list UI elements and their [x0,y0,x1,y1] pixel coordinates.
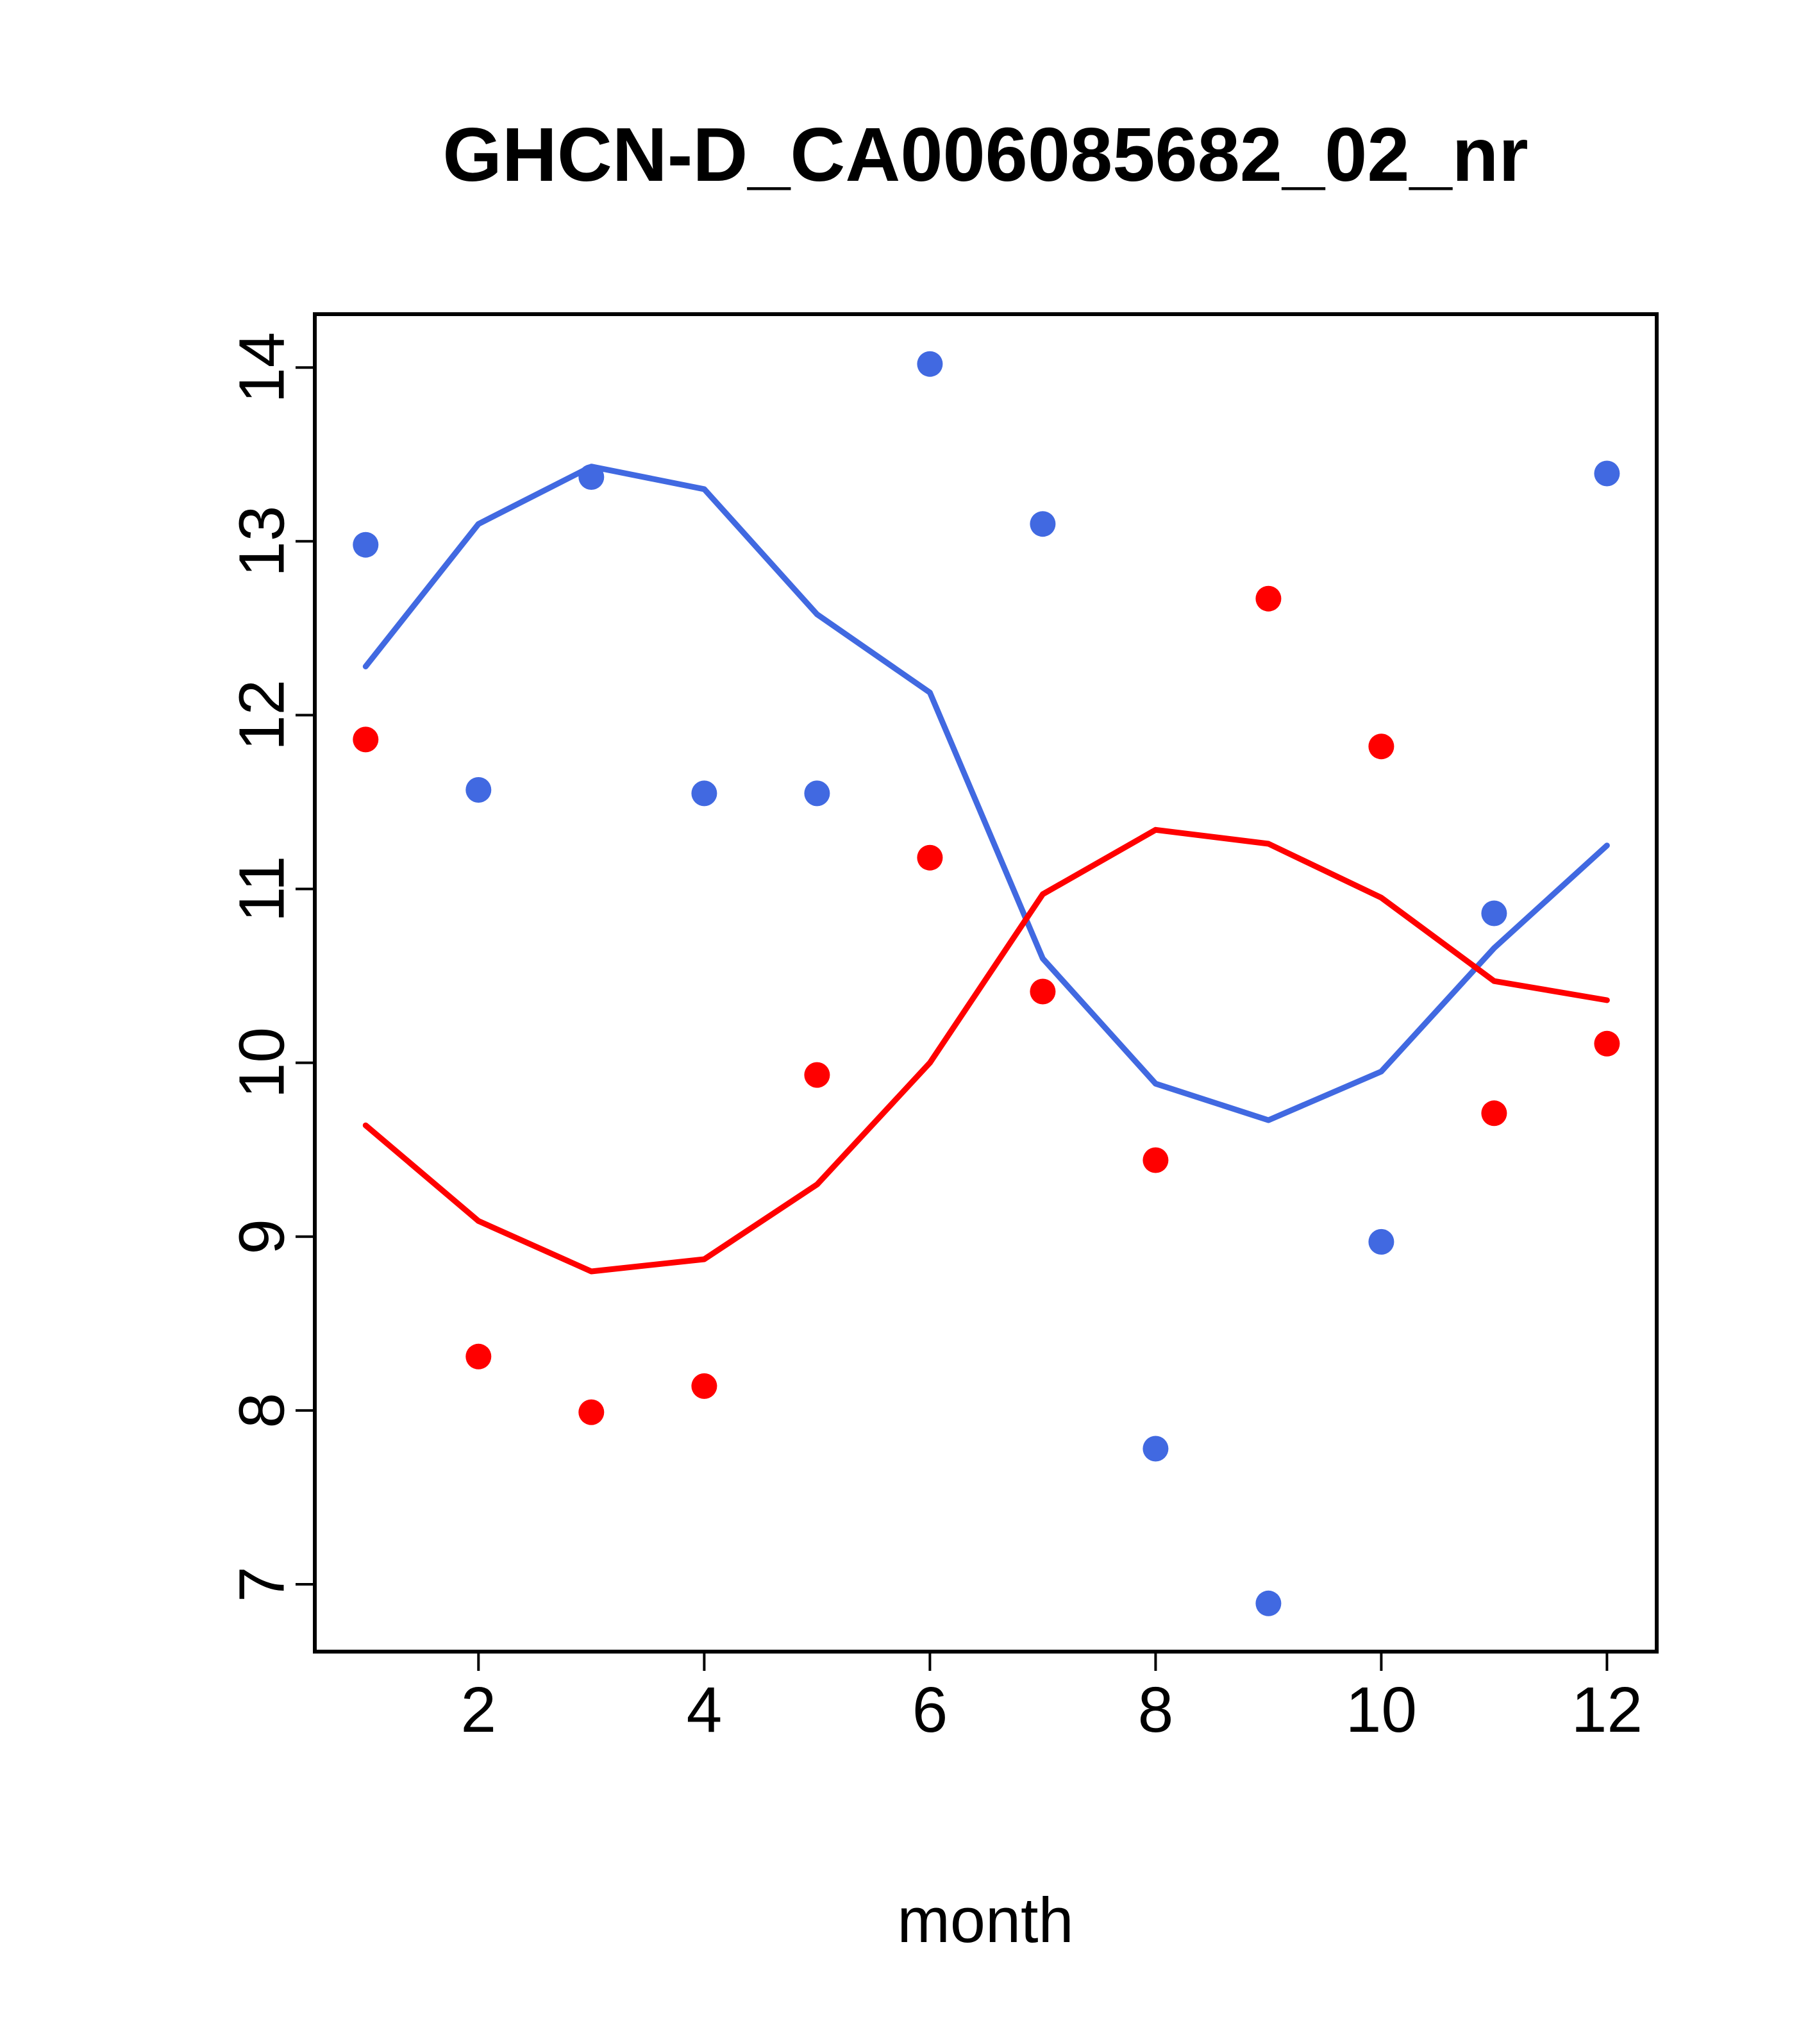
svg-text:8: 8 [226,1393,297,1428]
svg-text:10: 10 [1346,1674,1417,1746]
svg-text:2: 2 [460,1674,496,1746]
svg-text:11: 11 [226,856,297,923]
svg-text:13: 13 [226,506,297,577]
svg-text:6: 6 [912,1674,948,1746]
svg-text:month: month [897,1884,1073,1956]
svg-text:12: 12 [226,680,297,751]
svg-text:10: 10 [226,1027,297,1098]
svg-text:4: 4 [687,1674,723,1746]
svg-text:GHCN-D_CA006085682_02_nr: GHCN-D_CA006085682_02_nr [442,112,1528,197]
svg-text:9: 9 [226,1219,297,1255]
svg-text:14: 14 [226,332,297,403]
svg-text:12: 12 [1571,1674,1643,1746]
svg-text:7: 7 [226,1566,297,1602]
svg-text:8: 8 [1138,1674,1174,1746]
